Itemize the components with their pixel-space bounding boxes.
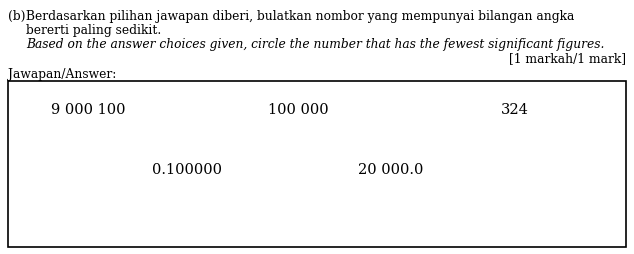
Text: Jawapan/Answer:: Jawapan/Answer: bbox=[8, 68, 117, 81]
Text: Based on the answer choices given, circle the number that has the fewest signifi: Based on the answer choices given, circl… bbox=[26, 38, 604, 51]
Text: [1 markah/1 mark]: [1 markah/1 mark] bbox=[509, 52, 626, 65]
Text: (b): (b) bbox=[8, 10, 25, 23]
Text: 20 000.0: 20 000.0 bbox=[358, 162, 424, 176]
Text: Berdasarkan pilihan jawapan diberi, bulatkan nombor yang mempunyai bilangan angk: Berdasarkan pilihan jawapan diberi, bula… bbox=[26, 10, 574, 23]
Text: 9 000 100: 9 000 100 bbox=[51, 103, 126, 117]
Text: 324: 324 bbox=[501, 103, 529, 117]
Bar bbox=[8, 82, 626, 247]
Text: 0.100000: 0.100000 bbox=[152, 162, 223, 176]
Text: 100 000: 100 000 bbox=[268, 103, 329, 117]
Text: bererti paling sedikit.: bererti paling sedikit. bbox=[26, 24, 161, 37]
